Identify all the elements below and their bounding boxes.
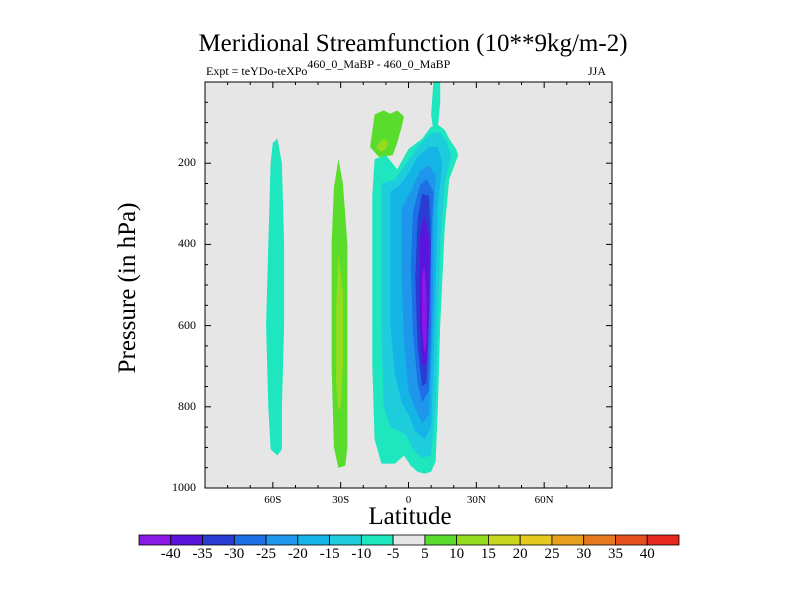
x-tick-label: 30N bbox=[466, 494, 486, 506]
colorbar-segment bbox=[392, 534, 426, 546]
colorbar-level-label: -5 bbox=[386, 546, 400, 562]
contour-cell-60S-outer bbox=[266, 138, 285, 456]
colorbar-level-label: -30 bbox=[224, 546, 245, 562]
x-tick-label: 0 bbox=[405, 494, 412, 506]
x-tick-label: 30S bbox=[332, 494, 350, 506]
colorbar-segment bbox=[297, 534, 330, 546]
colorbar-segment bbox=[360, 534, 394, 546]
y-tick-label: 1000 bbox=[172, 480, 196, 494]
colorbar-level-label: -25 bbox=[256, 546, 277, 562]
contour-cell-30S-inner bbox=[336, 252, 343, 411]
x-axis-label: Latitude bbox=[368, 503, 452, 530]
contour-cell-equatorial-level-40 bbox=[422, 264, 427, 354]
colorbar-level-label: 30 bbox=[576, 546, 592, 562]
x-tick-label: 60S bbox=[264, 494, 282, 506]
contour-cell-upper-inner bbox=[376, 138, 389, 152]
colorbar-level-label: 40 bbox=[639, 546, 655, 562]
colorbar-segment bbox=[488, 534, 521, 546]
colorbar-level-label: 25 bbox=[544, 546, 560, 562]
colorbar-segment bbox=[583, 534, 616, 546]
colorbar-segment bbox=[265, 534, 299, 546]
colorbar-level-label: 5 bbox=[421, 546, 429, 562]
colorbar-level-label: -10 bbox=[351, 546, 372, 562]
colorbar-level-label: -20 bbox=[287, 546, 308, 562]
season-label: JJA bbox=[588, 64, 607, 78]
colorbar-level-label: -15 bbox=[319, 546, 340, 562]
y-tick-label: 800 bbox=[178, 398, 196, 413]
colorbar-level-label: 10 bbox=[449, 546, 465, 562]
colorbar-segment bbox=[329, 534, 362, 546]
y-tick-label: 600 bbox=[178, 317, 196, 332]
colorbar-segment bbox=[456, 534, 489, 546]
colorbar-level-label: 35 bbox=[607, 546, 623, 562]
chart-title: Meridional Streamfunction (10**9kg/m-2) bbox=[198, 30, 628, 57]
experiment-label: Expt = teYDo-teXPo460_0_MaBP - 460_0_MaB… bbox=[206, 57, 450, 79]
colorbar-segment bbox=[551, 534, 585, 546]
experiment-label-superscript: 460_0_MaBP - 460_0_MaBP bbox=[307, 57, 451, 71]
colorbar-level-label: -40 bbox=[160, 546, 181, 562]
colorbar-level-label: -35 bbox=[192, 546, 213, 562]
colorbar-segment bbox=[233, 534, 267, 546]
colorbar-level-label: 20 bbox=[512, 546, 528, 562]
colorbar-segment bbox=[646, 534, 680, 546]
colorbar-segment bbox=[519, 534, 553, 546]
contour-cell-plume-top bbox=[431, 82, 441, 131]
colorbar-segment bbox=[615, 534, 648, 546]
colorbar-segment bbox=[202, 534, 235, 546]
colorbar-segment bbox=[138, 534, 172, 546]
colorbar-segment bbox=[170, 534, 203, 546]
x-tick-label: 60N bbox=[534, 494, 554, 506]
experiment-label-prefix: Expt = teYDo-teXPo bbox=[206, 64, 308, 78]
y-tick-label: 200 bbox=[178, 155, 196, 170]
colorbar-segment bbox=[424, 534, 458, 546]
y-tick-label: 400 bbox=[178, 236, 196, 251]
colorbar-level-label: 15 bbox=[480, 546, 496, 562]
